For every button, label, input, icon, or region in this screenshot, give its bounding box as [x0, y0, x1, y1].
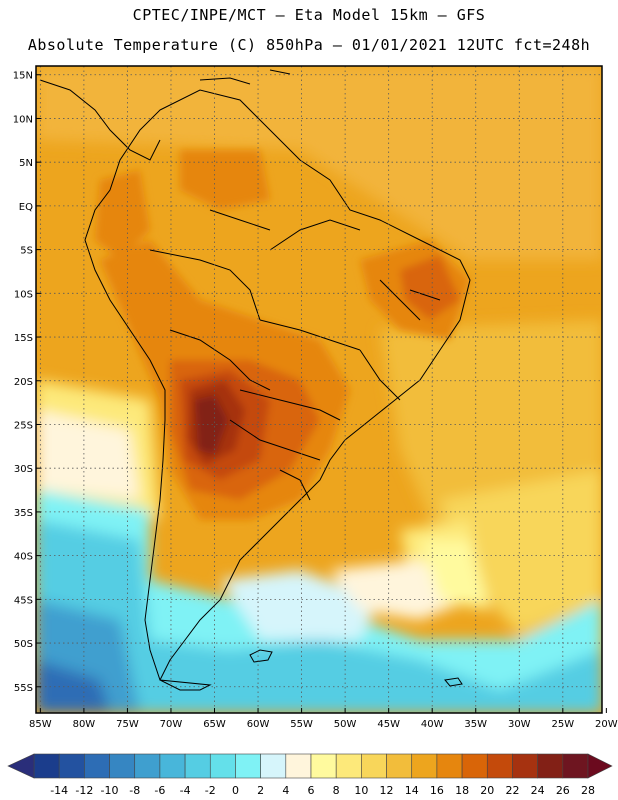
- colorbar-swatch: [335, 753, 362, 779]
- latitude-label: 15S: [14, 333, 33, 344]
- longitude-label: 45W: [377, 719, 400, 730]
- colorbar-label: -8: [129, 784, 140, 797]
- colorbar-label: -6: [154, 784, 165, 797]
- colorbar-swatch: [260, 753, 287, 779]
- latitude-label: 35S: [14, 508, 33, 519]
- colorbar-labels: -14 -12 -10 -8 -6 -4 -2 0 2 4 6 8 10 12 14 16 18 20 22 24 26…: [50, 784, 595, 797]
- latitude-label: 20S: [14, 377, 33, 388]
- colorbar-min-arrow: [7, 753, 35, 779]
- colorbar-label: 10: [354, 784, 368, 797]
- longitude-axis: 85W 80W 75W 70W 65W 60W 55W 50W 45W 40W 35W 30W 25W 2…: [29, 708, 618, 730]
- colorbar-label: 2: [257, 784, 264, 797]
- latitude-label: EQ: [19, 202, 33, 213]
- colorbar-swatch: [285, 753, 312, 779]
- colorbar-swatch: [109, 753, 136, 779]
- colorbar-label: 0: [232, 784, 239, 797]
- colorbar-swatch: [436, 753, 463, 779]
- colorbar-swatch: [537, 753, 564, 779]
- colorbar-label: -12: [75, 784, 93, 797]
- latitude-label: 50S: [14, 639, 33, 650]
- latitude-label: 5S: [20, 246, 33, 257]
- colorbar-label: 28: [581, 784, 595, 797]
- longitude-label: 75W: [116, 719, 139, 730]
- latitude-label: 10S: [14, 289, 33, 300]
- longitude-label: 25W: [552, 719, 575, 730]
- colorbar-label: 26: [556, 784, 570, 797]
- latitude-axis: 15N 10N 5N EQ 5S 10S 15S 20S 25S 30S 35S 40S 45S 50S 5…: [13, 71, 41, 694]
- colorbar-label: 14: [405, 784, 419, 797]
- colorbar-label: 6: [308, 784, 315, 797]
- colorbar-max-arrow: [587, 753, 613, 779]
- longitude-label: 80W: [73, 719, 96, 730]
- colorbar-swatch: [235, 753, 261, 779]
- colorbar-swatch: [512, 753, 538, 779]
- colorbar-swatch: [411, 753, 438, 779]
- colorbar-label: -10: [101, 784, 119, 797]
- latitude-label: 55S: [14, 683, 33, 694]
- colorbar-swatch: [461, 753, 488, 779]
- colorbar-label: 18: [455, 784, 469, 797]
- colorbar-label: -14: [50, 784, 68, 797]
- longitude-label: 20W: [595, 719, 618, 730]
- colorbar-label: 16: [430, 784, 444, 797]
- colorbar-swatch: [386, 753, 413, 779]
- colorbar-label: 12: [380, 784, 394, 797]
- longitude-label: 70W: [160, 719, 183, 730]
- longitude-label: 85W: [29, 719, 52, 730]
- longitude-label: 40W: [421, 719, 444, 730]
- latitude-label: 30S: [14, 464, 33, 475]
- colorbar-swatch: [486, 753, 513, 779]
- colorbar-swatch: [159, 753, 186, 779]
- colorbar-swatch: [562, 753, 589, 779]
- latitude-label: 45S: [14, 595, 33, 606]
- longitude-label: 30W: [508, 719, 531, 730]
- longitude-label: 65W: [203, 719, 226, 730]
- latitude-label: 40S: [14, 552, 33, 563]
- colorbar-label: 4: [282, 784, 289, 797]
- longitude-label: 35W: [464, 719, 487, 730]
- colorbar-swatch: [84, 753, 110, 779]
- colorbar-swatch: [310, 753, 337, 779]
- colorbar-swatch: [209, 753, 236, 779]
- colorbar-label: 24: [531, 784, 545, 797]
- colorbar-swatch: [134, 753, 161, 779]
- latitude-label: 10N: [13, 114, 33, 125]
- longitude-label: 55W: [290, 719, 313, 730]
- colorbar-swatch: [361, 753, 387, 779]
- latitude-label: 15N: [13, 71, 33, 82]
- longitude-label: 60W: [247, 719, 270, 730]
- latitude-label: 5N: [19, 158, 33, 169]
- title-line-2: Absolute Temperature (C) 850hPa – 01/01/…: [27, 36, 591, 54]
- colorbar-label: 8: [333, 784, 340, 797]
- title-line-1: CPTEC/INPE/MCT – Eta Model 15km – GFS: [132, 6, 486, 24]
- temperature-field: [36, 66, 602, 713]
- longitude-label: 50W: [334, 719, 357, 730]
- colorbar-label: 22: [505, 784, 519, 797]
- latitude-label: 25S: [14, 420, 33, 431]
- colorbar-swatch: [58, 753, 85, 779]
- map-frame: [35, 65, 603, 714]
- colorbar-label: 20: [480, 784, 494, 797]
- colorbar-swatch: [184, 753, 211, 779]
- colorbar-swatch: [33, 753, 60, 779]
- colorbar: [7, 753, 613, 779]
- colorbar-label: -4: [180, 784, 191, 797]
- colorbar-label: -2: [205, 784, 216, 797]
